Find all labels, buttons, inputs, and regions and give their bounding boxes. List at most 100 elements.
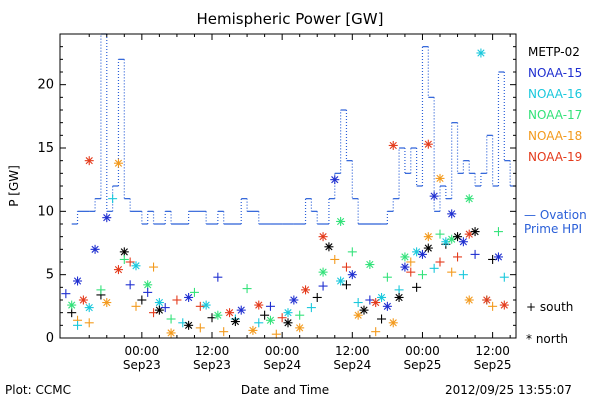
data-point [347,270,357,280]
x-tick-time-label: 00:00 [405,344,440,358]
data-point [347,247,357,257]
data-point [388,140,398,150]
data-point [371,327,381,337]
data-point [295,323,305,333]
data-point [482,295,492,305]
data-point [201,300,211,310]
data-point [137,295,147,305]
y-axis-label: P [GW] [7,165,21,207]
data-point [406,267,416,277]
x-tick-time-label: 00:00 [125,344,160,358]
data-point [260,310,270,320]
data-point [336,216,346,226]
data-point [84,318,94,328]
data-point [406,257,416,267]
data-point [113,158,123,168]
data-point [102,213,112,223]
data-point [488,301,498,311]
x-tick-date-label: Sep24 [263,358,301,372]
data-point [172,295,182,305]
data-point [423,243,433,253]
data-points [61,48,509,339]
data-point [230,317,240,327]
data-point [453,252,463,262]
data-point [90,244,100,254]
x-tick-date-label: Sep24 [333,358,371,372]
data-point [189,287,199,297]
data-point [412,282,422,292]
data-point [184,292,194,302]
data-point [283,308,293,318]
data-point [341,262,351,272]
data-point [295,310,305,320]
ovation-label-1: — Ovation [524,208,587,222]
data-point [336,276,346,286]
data-point [394,285,404,295]
x-axis-label: Date and Time [241,383,329,397]
data-point [400,262,410,272]
data-point [271,329,281,339]
data-point [318,232,328,242]
data-point [289,295,299,305]
legend-entry: NOAA-18 [528,129,582,143]
data-point [429,191,439,201]
data-point [330,175,340,185]
y-tick-label: 0 [46,331,54,346]
data-point [458,237,468,247]
north-marker-label: * north [526,332,568,346]
data-point [265,315,275,325]
data-point [464,194,474,204]
y-tick-label: 20 [37,78,54,93]
data-point [166,314,176,324]
data-point [236,305,246,315]
data-point [470,227,480,237]
x-tick-time-label: 00:00 [265,344,300,358]
y-tick-label: 10 [37,204,54,219]
data-point [248,325,258,335]
data-point [119,254,129,264]
data-point [429,263,439,273]
data-point [458,270,468,280]
data-point [423,139,433,149]
data-point [394,292,404,302]
data-point [131,301,141,311]
legend-entry: METP-02 [528,45,580,59]
legend-entry: NOAA-16 [528,87,582,101]
data-point [400,252,410,262]
chart-title: Hemispheric Power [GW] [197,10,384,28]
data-point [195,323,205,333]
data-point [143,287,153,297]
data-point [195,301,205,311]
data-point [447,209,457,219]
data-point [113,265,123,275]
data-point [464,295,474,305]
data-point [84,303,94,313]
x-tick-date-label: Sep25 [404,358,442,372]
x-tick-date-label: Sep23 [193,358,231,372]
data-point [254,300,264,310]
data-point [149,262,159,272]
data-point [318,267,328,277]
data-point [499,300,509,310]
data-point [324,242,334,252]
data-point [277,313,287,323]
data-point [265,301,275,311]
data-point [493,227,503,237]
data-point [119,247,129,257]
data-point [154,305,164,315]
data-point [435,257,445,267]
data-point [377,292,387,302]
data-point [154,298,164,308]
data-point [73,320,83,330]
y-tick-label: 15 [37,141,54,156]
data-point [143,280,153,290]
south-marker-label: + south [526,300,573,314]
data-point [447,267,457,277]
legend: METP-02 NOAA-15 NOAA-16 NOAA-17 NOAA-18 NOAA-… [528,45,582,164]
x-tick-time-label: 12:00 [475,344,510,358]
data-point [388,318,398,328]
x-tick-date-label: Sep25 [474,358,512,372]
y-tick-label: 5 [46,268,54,283]
data-point [493,252,503,262]
